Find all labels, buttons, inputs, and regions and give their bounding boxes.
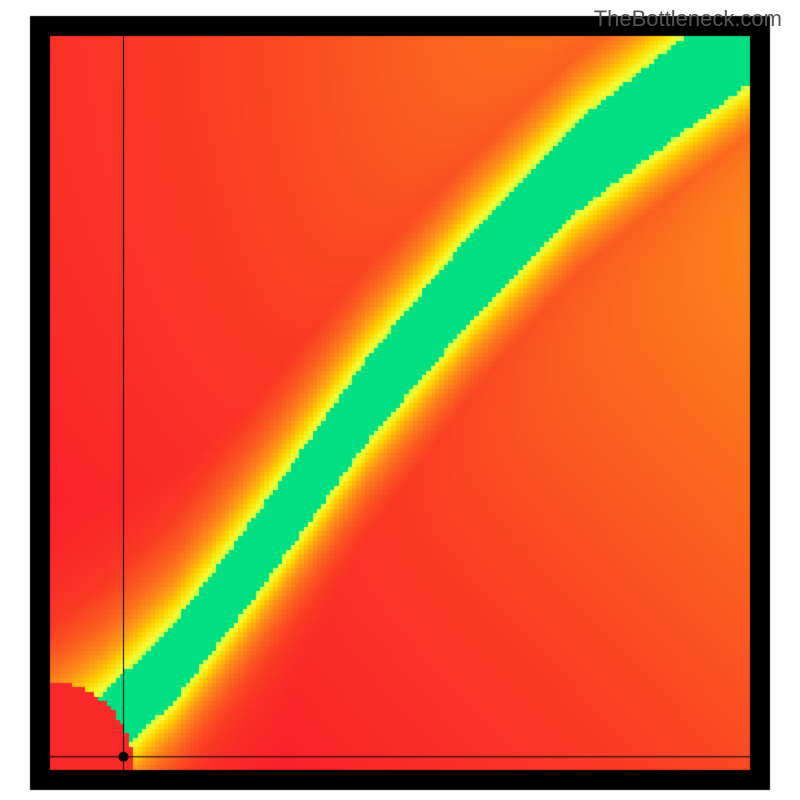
bottleneck-heatmap — [0, 0, 800, 800]
watermark-text: TheBottleneck.com — [594, 6, 782, 32]
root: TheBottleneck.com — [0, 0, 800, 800]
